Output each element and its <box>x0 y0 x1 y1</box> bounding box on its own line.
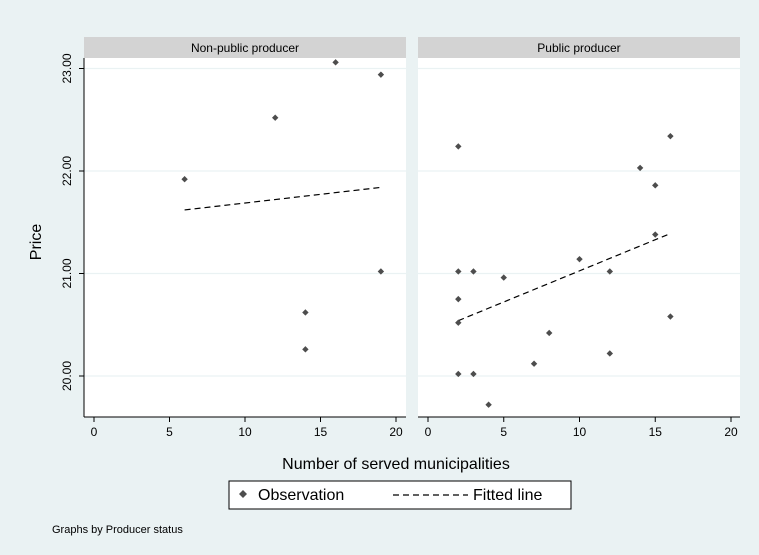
data-point <box>181 176 188 183</box>
y-axis-title: Price <box>28 224 45 261</box>
x-tick-label: 5 <box>166 425 173 439</box>
legend-box <box>228 480 572 510</box>
legend-observation-label: Observation <box>258 487 344 504</box>
data-point <box>606 350 613 357</box>
y-tick-label: 22.00 <box>60 156 74 186</box>
data-point <box>546 329 553 337</box>
data-point <box>470 370 477 378</box>
data-point <box>530 360 538 367</box>
panel-strip-label: Non-public producer <box>191 41 299 55</box>
x-tick-label: 0 <box>425 425 432 439</box>
y-tick-label: 20.00 <box>60 361 74 391</box>
data-point <box>455 295 462 303</box>
data-point <box>576 255 583 263</box>
data-point <box>636 164 644 172</box>
data-point <box>652 182 659 189</box>
panel-strip <box>84 37 406 58</box>
data-point <box>302 346 309 353</box>
panel-strip <box>418 37 740 58</box>
fitted-line <box>184 186 381 211</box>
data-point <box>652 231 659 238</box>
panel-non-public-producer: Non-public producer 0 5 10 15 20 20.00 21.00 22.… <box>60 37 406 439</box>
data-point <box>485 401 492 408</box>
x-tick-label: 15 <box>649 425 663 439</box>
legend: Observation Fitted line <box>228 480 572 510</box>
plot-area <box>84 58 406 417</box>
x-tick-label: 10 <box>573 425 587 439</box>
y-tick-label: 23.00 <box>60 53 74 83</box>
x-tick-label: 0 <box>91 425 98 439</box>
x-tick-label: 10 <box>238 425 252 439</box>
y-tick-label: 21.00 <box>60 258 74 288</box>
x-tick-label: 20 <box>389 425 403 439</box>
data-point <box>455 143 462 150</box>
data-point <box>667 313 674 320</box>
data-point <box>606 268 613 275</box>
by-note: Graphs by Producer status <box>52 524 183 536</box>
x-axis-title: Number of served municipalities <box>282 456 510 473</box>
plot-area <box>418 58 740 417</box>
data-point <box>667 132 674 140</box>
legend-fitted-line-label: Fitted line <box>473 487 542 504</box>
panel-public-producer: Public producer 0 5 10 15 20 <box>418 37 740 439</box>
data-point <box>377 268 385 275</box>
data-point <box>272 114 279 121</box>
fitted-line <box>458 232 671 322</box>
legend-observation-marker <box>239 490 247 498</box>
data-point <box>302 309 309 316</box>
x-tick-label: 20 <box>724 425 738 439</box>
data-point <box>455 268 462 275</box>
data-point <box>377 71 385 78</box>
data-point <box>332 59 339 66</box>
x-tick-label: 5 <box>500 425 507 439</box>
data-point <box>455 370 462 378</box>
data-point <box>470 268 477 275</box>
x-tick-label: 15 <box>314 425 328 439</box>
data-point <box>500 274 507 281</box>
panel-strip-label: Public producer <box>537 41 620 55</box>
data-point <box>455 319 462 326</box>
